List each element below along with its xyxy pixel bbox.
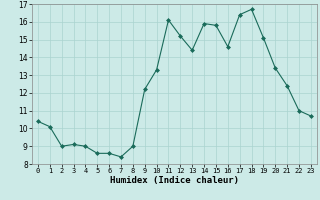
X-axis label: Humidex (Indice chaleur): Humidex (Indice chaleur)	[110, 176, 239, 185]
